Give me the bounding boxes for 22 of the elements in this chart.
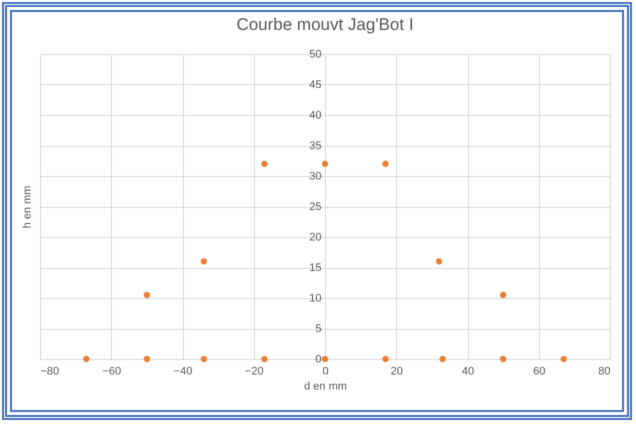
y-tick-label: 30 xyxy=(309,170,322,182)
y-tick-label: 50 xyxy=(309,48,322,60)
x-tick-label: 80 xyxy=(598,366,610,378)
y-tick-label: 25 xyxy=(309,201,322,213)
x-tick-label: −80 xyxy=(40,366,60,378)
x-tick-label: 20 xyxy=(390,366,403,378)
y-tick-label: 15 xyxy=(309,262,322,274)
x-tick-label: −60 xyxy=(102,366,122,378)
y-tick-label: 0 xyxy=(315,354,322,366)
y-axis-title: h en mm xyxy=(22,186,34,228)
y-tick-label: 20 xyxy=(309,232,322,244)
y-tick-label: 45 xyxy=(309,79,322,91)
x-tick-label: 60 xyxy=(533,366,546,378)
chart-title: Courbe mouvt Jag'Bot I xyxy=(236,15,414,34)
x-tick-label: 40 xyxy=(462,366,474,378)
y-tick-label: 40 xyxy=(309,110,322,122)
x-tick-label: −20 xyxy=(244,366,264,378)
x-axis-title: d en mm xyxy=(304,380,347,392)
y-tick-label: 35 xyxy=(309,140,322,152)
y-tick-label: 5 xyxy=(315,323,322,335)
y-tick-label: 10 xyxy=(309,292,322,304)
x-tick-label: −40 xyxy=(174,366,192,378)
